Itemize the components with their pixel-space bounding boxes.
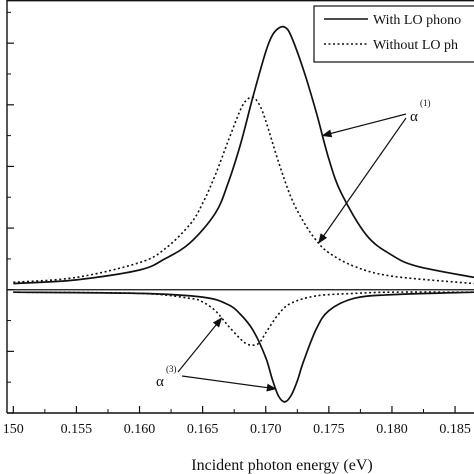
x-tick-label: 0.170: [250, 422, 282, 437]
x-tick-label: 0.160: [124, 422, 156, 437]
legend-label-without-lo: Without LO ph: [373, 38, 458, 53]
series-line-alpha1-with-lo: [13, 25, 474, 285]
x-tick-label: 0.165: [187, 422, 219, 437]
series-layer: [13, 25, 474, 403]
legend-label-with-lo: With LO phono: [373, 13, 461, 28]
alpha3-arrow-without-lo: [177, 317, 223, 373]
x-axis-label: Incident photon energy (eV): [191, 457, 372, 474]
alpha3-symbol: α: [156, 374, 164, 390]
alpha1-symbol: α: [410, 109, 418, 125]
x-tick-label: 0.175: [313, 422, 345, 437]
alpha1-arrow-without-lo: [318, 117, 407, 244]
series-line-alpha3-with-lo: [13, 291, 474, 403]
alpha3-superscript: (3): [166, 364, 177, 374]
alpha1-superscript: (1): [420, 98, 431, 108]
series-line-alpha3-without-lo: [13, 291, 474, 347]
legend: With LO phono Without LO ph: [313, 5, 474, 63]
x-tick-label: 150: [3, 422, 24, 437]
axes-layer: 150 0.155 0.160 0.165 0.170 0.175 0.180 0.185: [3, 0, 474, 437]
x-tick-label: 0.185: [439, 422, 471, 437]
annotation-alpha1: α (1): [410, 98, 431, 125]
annotation-alpha3: α (3): [156, 364, 177, 390]
x-tick-label: 0.180: [376, 422, 408, 437]
x-tick-label: 0.155: [61, 422, 93, 437]
alpha1-arrow-with-lo: [321, 113, 407, 138]
legend-box: [313, 5, 474, 63]
series-line-alpha1-without-lo: [13, 96, 474, 285]
alpha3-arrow-with-lo: [181, 375, 277, 392]
